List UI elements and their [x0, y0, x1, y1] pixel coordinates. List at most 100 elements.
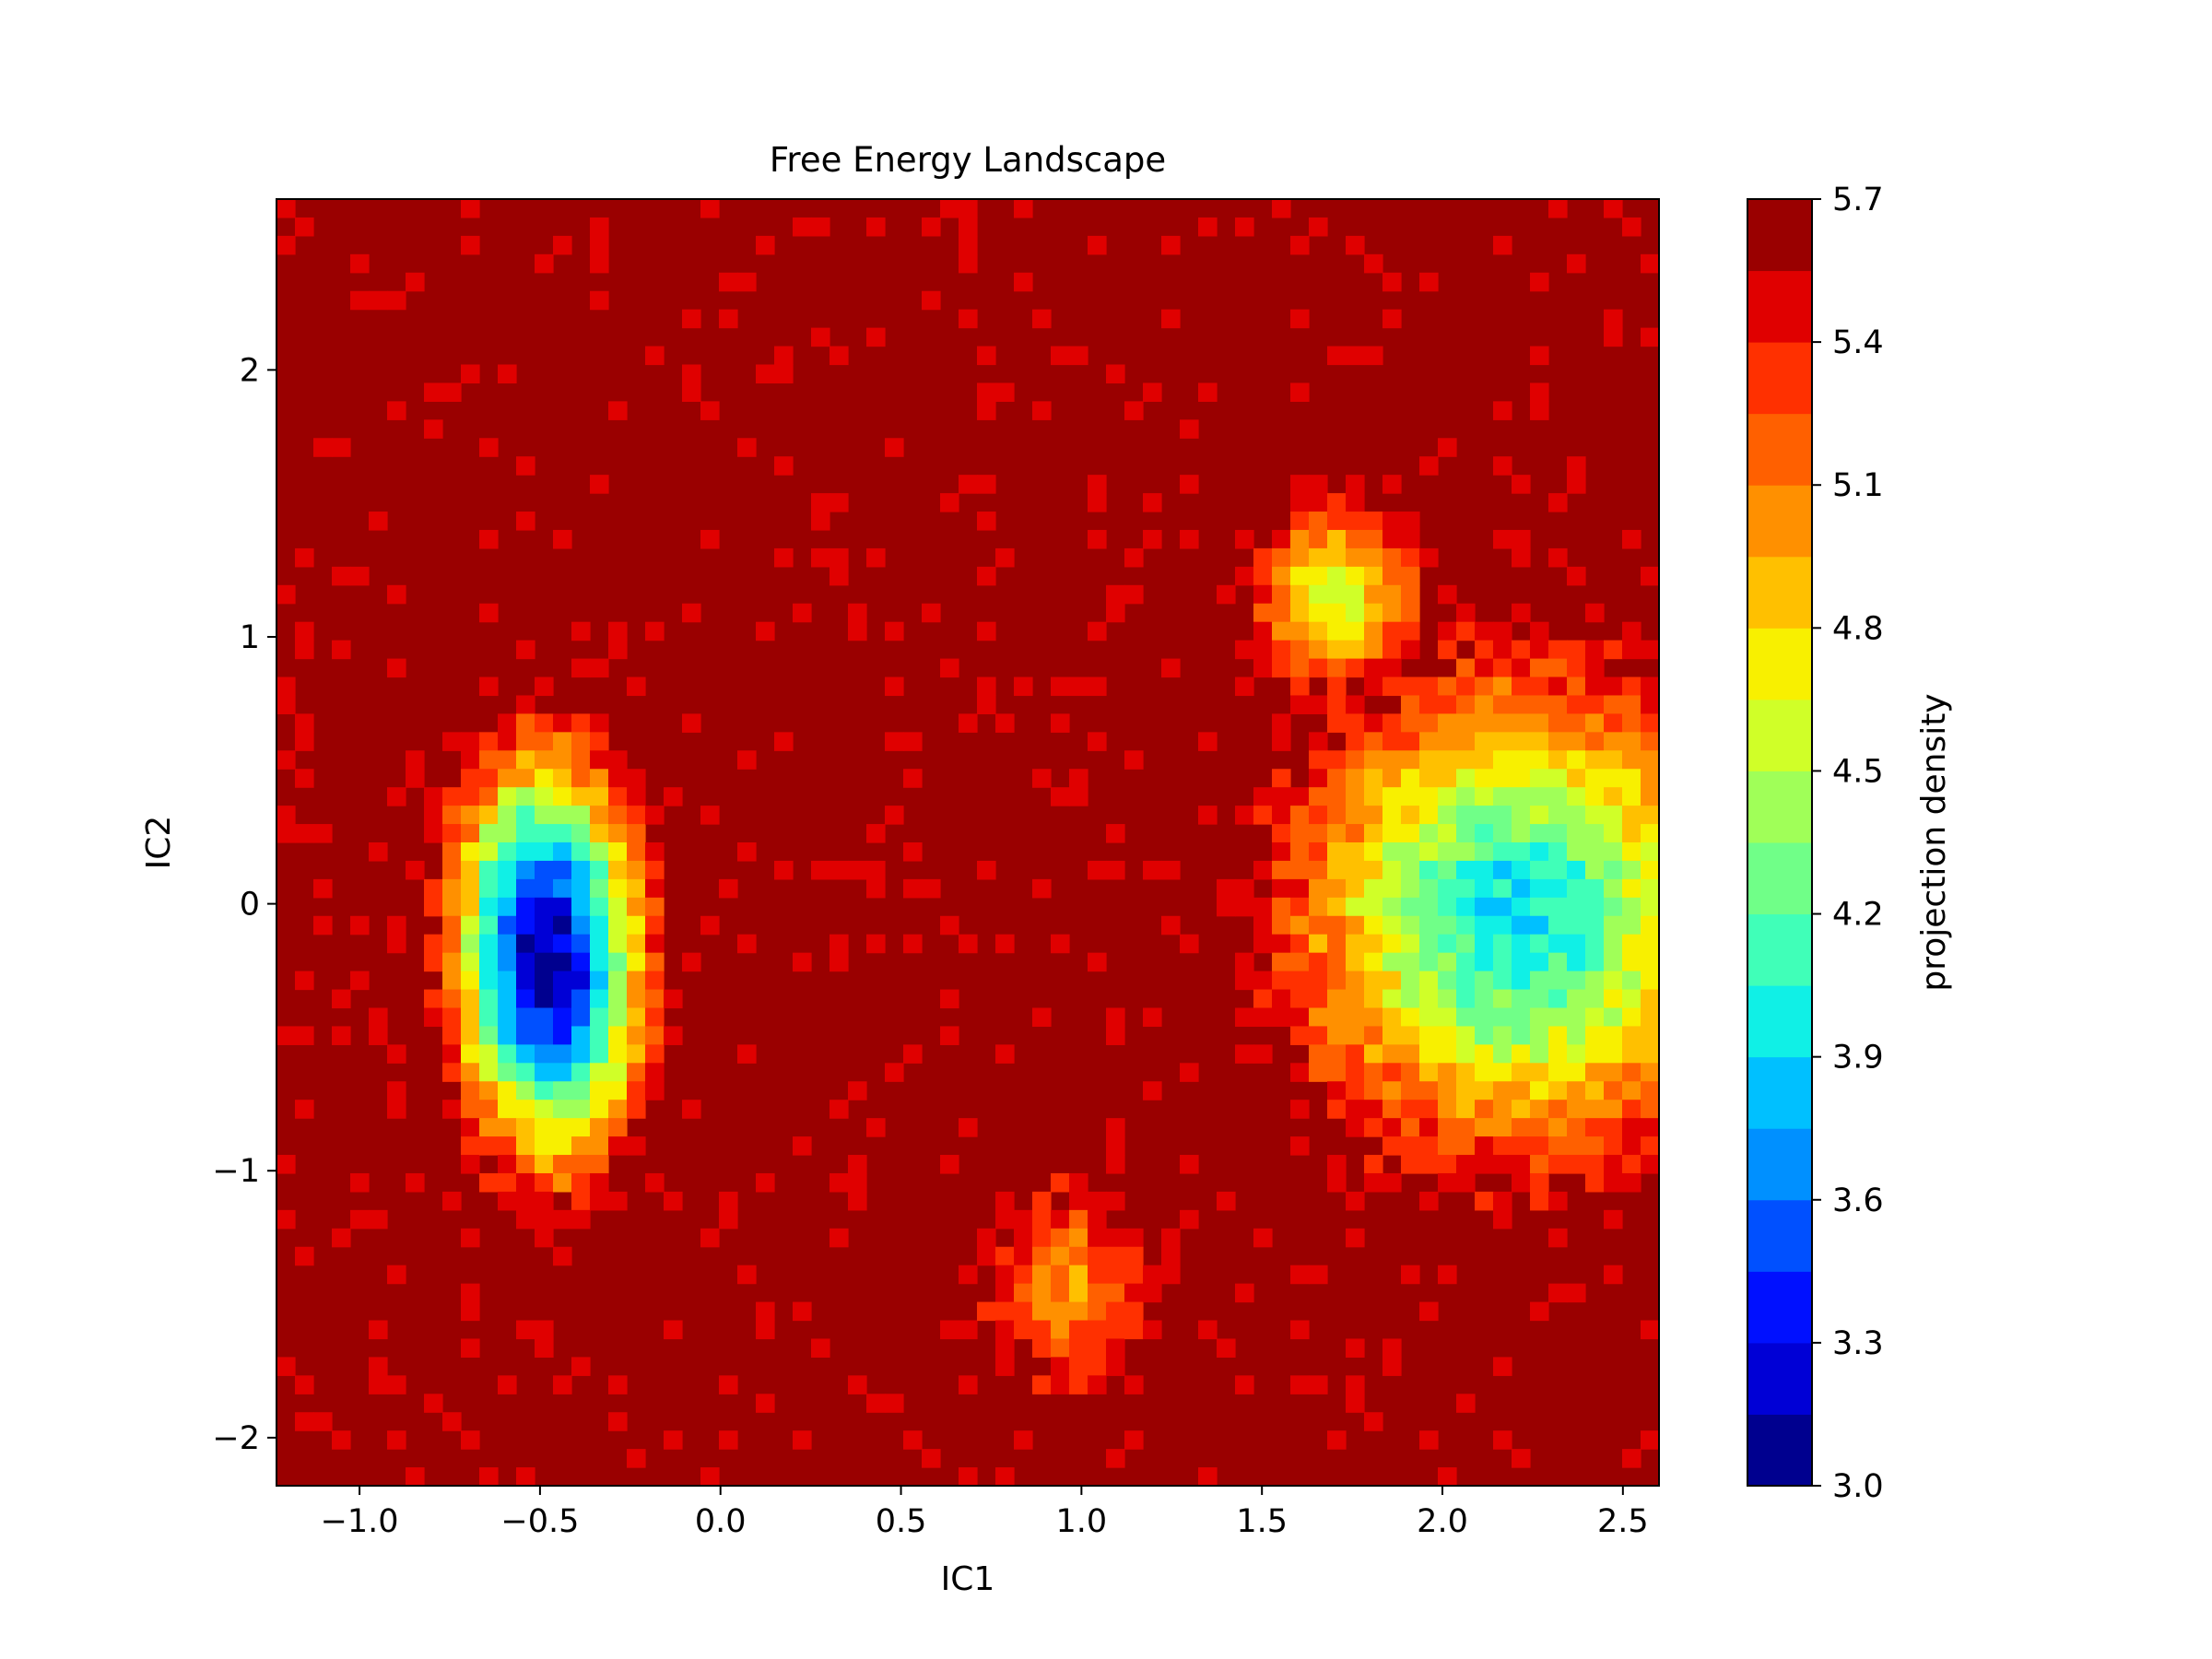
heatmap-cell — [1235, 566, 1254, 586]
heatmap-cell — [1346, 603, 1365, 623]
heatmap-cell — [1290, 547, 1310, 568]
heatmap-cell — [1051, 1265, 1070, 1285]
heatmap-cell — [1235, 971, 1254, 991]
heatmap-cell — [1604, 1136, 1623, 1156]
heatmap-cell — [516, 732, 535, 751]
heatmap-cell — [350, 253, 370, 274]
heatmap-cell — [1512, 860, 1531, 880]
heatmap-cell — [1438, 1081, 1457, 1100]
heatmap-cell — [535, 897, 554, 917]
heatmap-cell — [1641, 1044, 1659, 1064]
heatmap-cell — [1456, 621, 1476, 641]
heatmap-cell — [276, 695, 296, 714]
heatmap-cell — [1567, 934, 1586, 954]
heatmap-cell — [516, 1100, 535, 1119]
heatmap-cell — [571, 897, 591, 917]
heatmap-cell — [995, 1044, 1015, 1064]
heatmap-cell — [590, 1118, 609, 1137]
heatmap-cell — [608, 1007, 628, 1028]
heatmap-cell — [1290, 309, 1310, 329]
heatmap-cell — [1567, 1026, 1586, 1045]
heatmap-cell — [1585, 1118, 1605, 1137]
heatmap-cell — [1456, 750, 1476, 770]
heatmap-cell — [1641, 915, 1659, 935]
heatmap-cell — [1401, 713, 1420, 733]
heatmap-cell — [1493, 806, 1512, 825]
heatmap-cell — [1530, 860, 1549, 880]
heatmap-cell — [1253, 806, 1273, 825]
heatmap-cell — [1438, 897, 1457, 917]
heatmap-cell — [1051, 1301, 1070, 1322]
heatmap-cell — [571, 934, 591, 954]
heatmap-cell — [1327, 529, 1347, 549]
heatmap-cell — [1493, 456, 1512, 476]
heatmap-cell — [1327, 860, 1347, 880]
heatmap-cell — [1493, 1100, 1512, 1119]
heatmap-cell — [1641, 971, 1659, 991]
heatmap-cell — [350, 290, 370, 311]
heatmap-cell — [535, 1320, 554, 1340]
heatmap-cell — [424, 806, 443, 825]
heatmap-cell — [1641, 732, 1659, 751]
heatmap-cell — [276, 584, 296, 605]
heatmap-cell — [1382, 640, 1402, 660]
heatmap-cell — [719, 272, 738, 292]
heatmap-cell — [1604, 1100, 1623, 1119]
heatmap-cell — [498, 952, 517, 972]
y-axis-label: IC2 — [140, 816, 178, 870]
heatmap-cell — [387, 584, 406, 605]
heatmap-cell — [1622, 732, 1641, 751]
heatmap-cell — [1585, 640, 1605, 660]
heatmap-cell — [645, 806, 665, 825]
heatmap-cell — [1493, 787, 1512, 806]
heatmap-cell — [1327, 878, 1347, 899]
heatmap-cell — [1512, 1155, 1531, 1174]
heatmap-cell — [1235, 677, 1254, 697]
heatmap-cell — [608, 640, 628, 660]
heatmap-cell — [1364, 787, 1383, 806]
heatmap-cell — [830, 547, 849, 568]
y-tick-label: 0 — [240, 887, 260, 924]
heatmap-cell — [276, 1026, 296, 1045]
heatmap-cell — [1493, 842, 1512, 862]
heatmap-cell — [1401, 989, 1420, 1009]
heatmap-cell — [700, 1228, 720, 1248]
heatmap-cell — [1069, 1357, 1088, 1376]
heatmap-cell — [1567, 989, 1586, 1009]
heatmap-cell — [535, 1044, 554, 1064]
heatmap-cell — [461, 952, 480, 972]
heatmap-cell — [1493, 621, 1512, 641]
heatmap-cell — [479, 1118, 499, 1137]
heatmap-cell — [1327, 695, 1347, 714]
heatmap-cell — [1382, 732, 1402, 751]
heatmap-cell — [498, 1191, 517, 1211]
heatmap-cell — [995, 1338, 1015, 1358]
heatmap-cell — [1124, 1375, 1144, 1394]
heatmap-cell — [1382, 806, 1402, 825]
heatmap-cell — [1604, 640, 1623, 660]
heatmap-cell — [1290, 806, 1310, 825]
heatmap-cell — [1419, 732, 1439, 751]
heatmap-cell — [1327, 897, 1347, 917]
heatmap-cell — [1548, 1118, 1568, 1137]
heatmap-cell — [627, 1081, 646, 1100]
heatmap-cell — [1290, 382, 1310, 402]
heatmap-cell — [1309, 475, 1328, 494]
heatmap-cell — [590, 658, 609, 678]
heatmap-cell — [424, 934, 443, 954]
heatmap-cell — [1456, 1394, 1476, 1413]
heatmap-cell — [461, 1155, 480, 1174]
heatmap-cell — [1253, 897, 1273, 917]
heatmap-cell — [1235, 952, 1254, 972]
heatmap-cell — [424, 382, 443, 402]
heatmap-cell — [535, 842, 554, 862]
heatmap-cell — [1253, 547, 1273, 568]
heatmap-cell — [1475, 989, 1494, 1009]
heatmap-cell — [498, 915, 517, 935]
heatmap-cell — [1604, 952, 1623, 972]
heatmap-cell — [608, 806, 628, 825]
heatmap-cell — [461, 824, 480, 843]
heatmap-cell — [1585, 787, 1605, 806]
heatmap-cell — [977, 382, 996, 402]
heatmap-cell — [1401, 842, 1420, 862]
